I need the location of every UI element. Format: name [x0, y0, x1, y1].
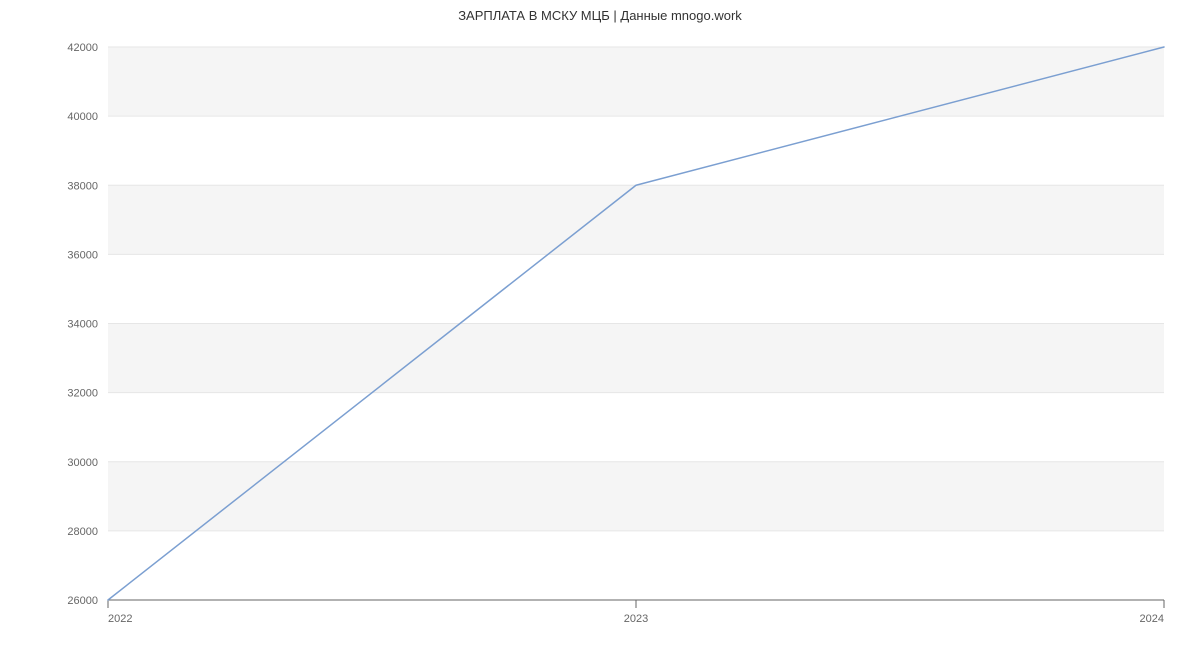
plot-band — [108, 324, 1164, 393]
x-tick-label: 2022 — [108, 613, 132, 625]
plot-band — [108, 185, 1164, 254]
y-tick-label: 38000 — [67, 180, 98, 192]
plot-band — [108, 462, 1164, 531]
y-tick-label: 26000 — [67, 595, 98, 607]
salary-chart: ЗАРПЛАТА В МСКУ МЦБ | Данные mnogo.work … — [0, 0, 1200, 650]
y-tick-label: 36000 — [67, 249, 98, 261]
plot-band — [108, 254, 1164, 323]
y-tick-label: 40000 — [67, 111, 98, 123]
x-tick-label: 2024 — [1140, 613, 1164, 625]
y-tick-label: 30000 — [67, 457, 98, 469]
plot-band — [108, 47, 1164, 116]
y-tick-label: 42000 — [67, 42, 98, 54]
plot-band — [108, 393, 1164, 462]
plot-band — [108, 531, 1164, 600]
plot-band — [108, 116, 1164, 185]
y-tick-label: 28000 — [67, 526, 98, 538]
chart-title: ЗАРПЛАТА В МСКУ МЦБ | Данные mnogo.work — [0, 8, 1200, 23]
y-tick-label: 34000 — [67, 319, 98, 331]
x-tick-label: 2023 — [624, 613, 648, 625]
chart-svg: 26000 28000 30000 32000 34000 36000 38000 40000… — [0, 0, 1200, 650]
y-tick-label: 32000 — [67, 388, 98, 400]
